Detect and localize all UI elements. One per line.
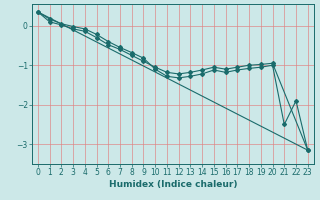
X-axis label: Humidex (Indice chaleur): Humidex (Indice chaleur) [108, 180, 237, 189]
